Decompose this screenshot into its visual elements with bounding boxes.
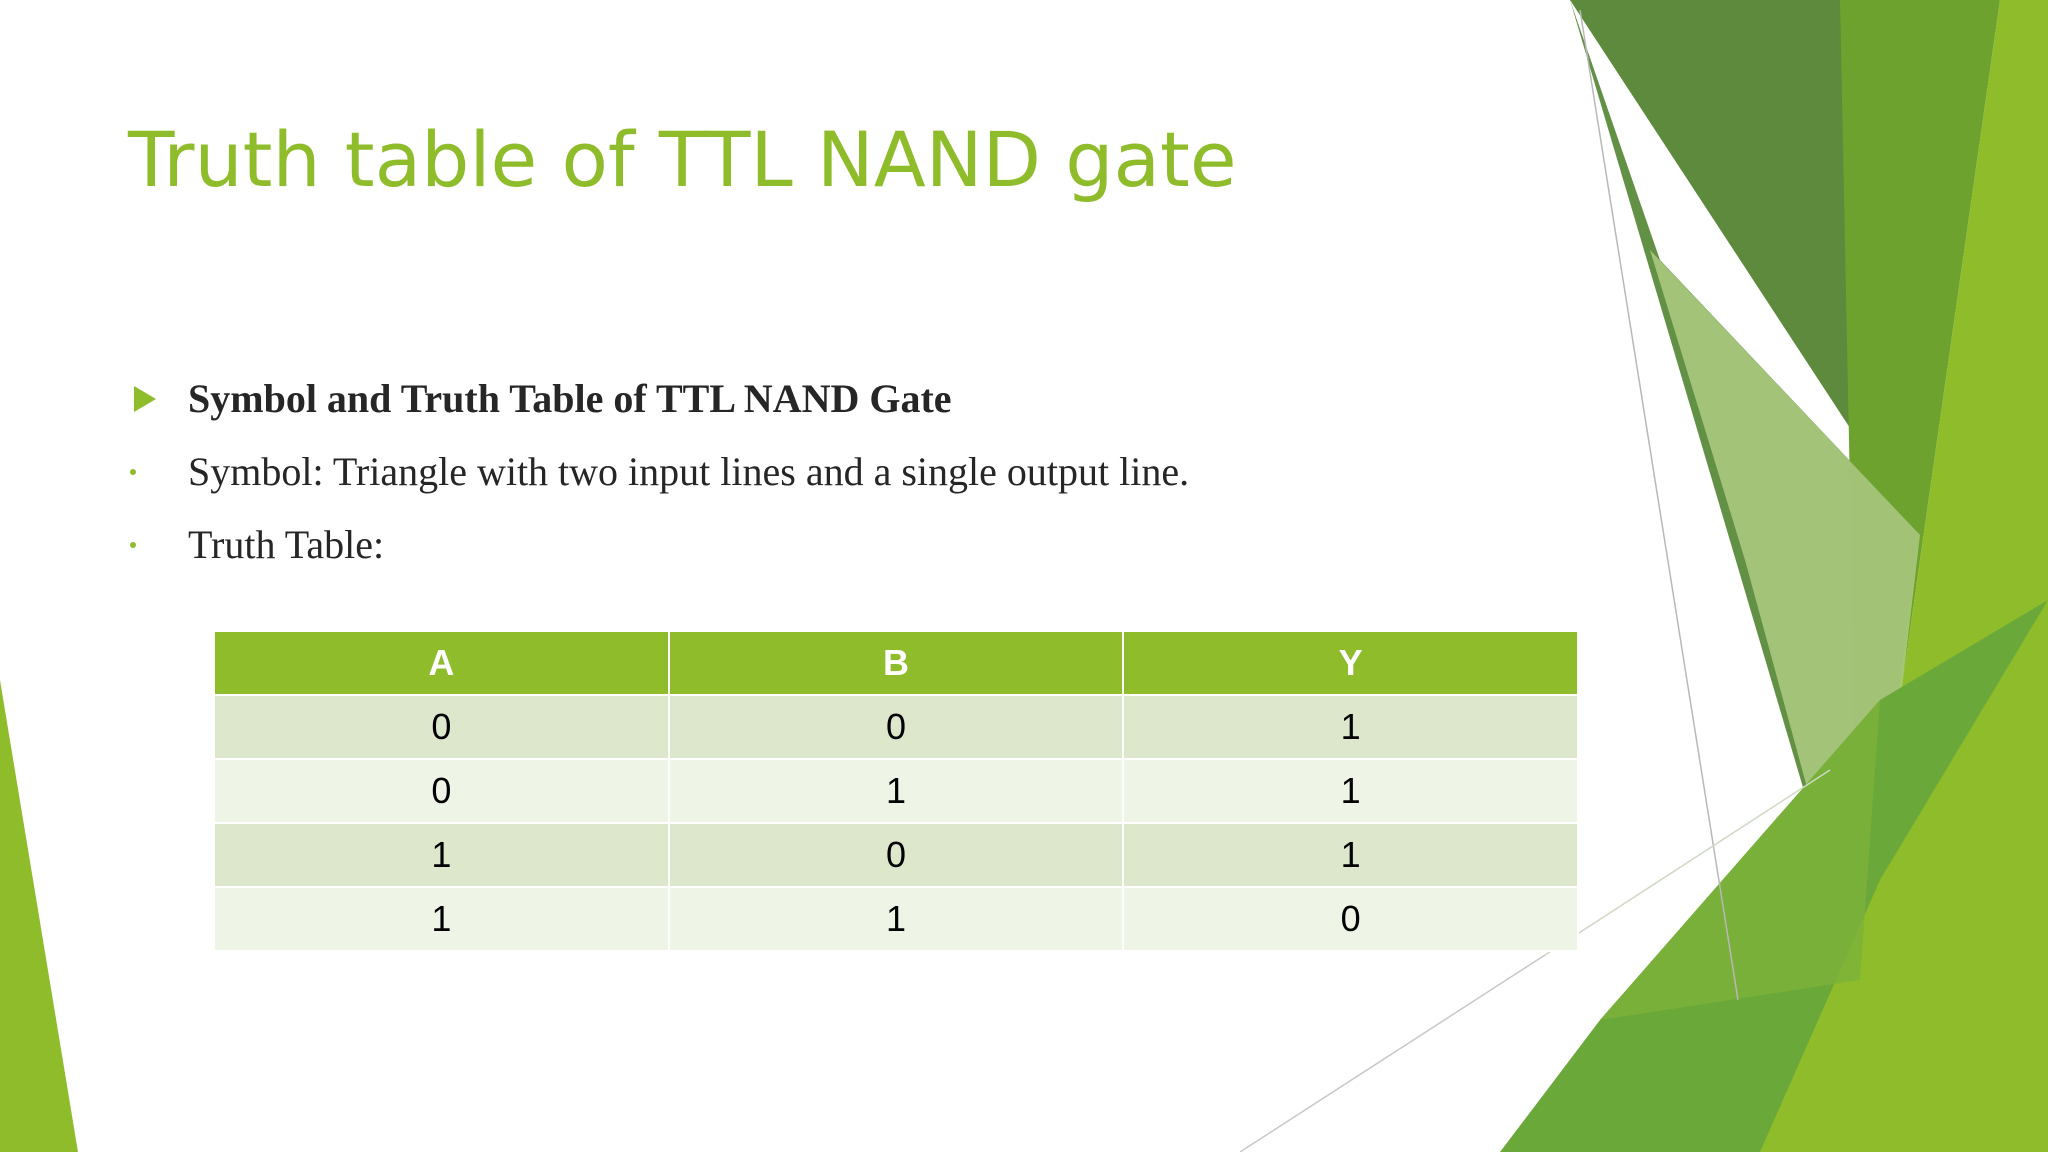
table-row: 1 0 1 <box>213 822 1579 888</box>
table-row: 1 1 0 <box>213 886 1579 952</box>
table-cell: 1 <box>1122 694 1579 760</box>
bullet-item-truth-table: Truth Table: <box>126 508 1526 581</box>
bullet-item-heading: Symbol and Truth Table of TTL NAND Gate <box>126 362 1526 435</box>
table-cell: 0 <box>213 694 670 760</box>
bullet-item-symbol: Symbol: Triangle with two input lines an… <box>126 435 1526 508</box>
table-cell: 1 <box>1122 822 1579 888</box>
slide-title: Truth table of TTL NAND gate <box>128 115 1237 204</box>
table-header-row: A B Y <box>213 630 1579 696</box>
table-cell: 0 <box>213 758 670 824</box>
column-header-y: Y <box>1122 630 1579 696</box>
table-cell: 1 <box>667 886 1125 952</box>
table-cell: 0 <box>1122 886 1579 952</box>
dot-bullet-icon <box>130 469 136 475</box>
table-cell: 1 <box>667 758 1125 824</box>
table-cell: 0 <box>667 694 1125 760</box>
arrow-bullet-icon <box>134 386 156 412</box>
table-row: 0 0 1 <box>213 694 1579 760</box>
dot-bullet-icon <box>130 542 136 548</box>
table-cell: 0 <box>667 822 1125 888</box>
table-cell: 1 <box>1122 758 1579 824</box>
table-row: 0 1 1 <box>213 758 1579 824</box>
truth-table: A B Y 0 0 1 0 1 1 1 0 1 1 1 <box>213 630 1579 952</box>
bullet-list: Symbol and Truth Table of TTL NAND Gate … <box>126 362 1526 581</box>
table-cell: 1 <box>213 886 670 952</box>
bullet-text: Symbol: Triangle with two input lines an… <box>188 449 1190 494</box>
bullet-text: Symbol and Truth Table of TTL NAND Gate <box>188 376 952 421</box>
bullet-text: Truth Table: <box>188 522 385 567</box>
column-header-b: B <box>667 630 1125 696</box>
column-header-a: A <box>213 630 670 696</box>
table-cell: 1 <box>213 822 670 888</box>
